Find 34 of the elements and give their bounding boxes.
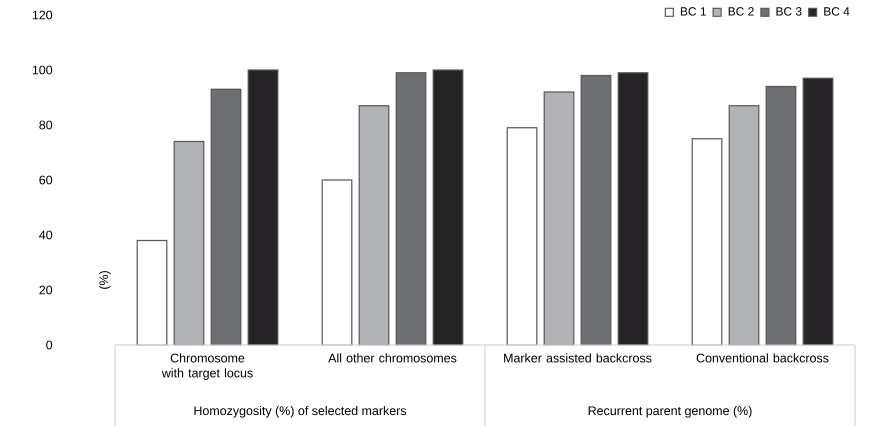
legend-label: BC 2 bbox=[728, 7, 754, 16]
bar bbox=[766, 86, 796, 346]
legend-label: BC 1 bbox=[680, 7, 706, 16]
bar bbox=[248, 69, 278, 346]
x-tick-label: Marker assisted backcross bbox=[504, 353, 652, 362]
y-tick-label: 120 bbox=[32, 10, 52, 20]
bar bbox=[728, 105, 760, 346]
text: Recurrent parent genome (%) bbox=[588, 406, 752, 418]
bar bbox=[618, 72, 648, 346]
bar bbox=[506, 127, 538, 346]
x-tick-label: Chromosome with target locus bbox=[162, 353, 253, 380]
bar bbox=[210, 88, 242, 346]
legend-label: BC 3 bbox=[776, 7, 802, 16]
bar bbox=[692, 138, 722, 346]
y-tick-label: 0 bbox=[46, 340, 52, 350]
bar bbox=[544, 91, 574, 346]
bar bbox=[174, 140, 204, 346]
y-tick-label: 100 bbox=[32, 66, 52, 74]
legend-label: BC 4 bbox=[824, 7, 850, 16]
y-tick-label: 80 bbox=[39, 120, 52, 130]
y-axis-title: (%) bbox=[99, 271, 111, 289]
bar bbox=[802, 78, 834, 346]
y-tick-label: 20 bbox=[39, 286, 52, 294]
y-tick-label: 60 bbox=[39, 176, 52, 184]
bar bbox=[322, 179, 352, 346]
x-tick-label: Conventional backcross bbox=[696, 353, 828, 362]
text: Homozygosity (%) of selected markers bbox=[194, 406, 406, 418]
bar bbox=[432, 69, 464, 346]
bar bbox=[136, 240, 168, 346]
bar bbox=[580, 74, 612, 346]
bar bbox=[358, 105, 390, 346]
bar bbox=[396, 72, 426, 346]
x-tick-label: All other chromosomes bbox=[328, 353, 456, 362]
y-tick-label: 40 bbox=[39, 230, 52, 240]
